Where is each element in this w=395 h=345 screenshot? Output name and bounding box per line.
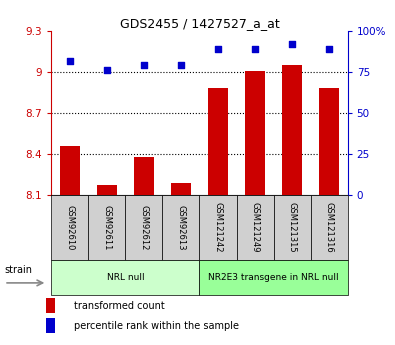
Text: strain: strain bbox=[4, 265, 32, 275]
Bar bbox=[199, 260, 348, 295]
Bar bbox=[88, 195, 126, 260]
Point bbox=[178, 63, 184, 68]
Point bbox=[141, 63, 147, 68]
Text: NR2E3 transgene in NRL null: NR2E3 transgene in NRL null bbox=[208, 273, 339, 282]
Bar bbox=[60, 146, 80, 195]
Point bbox=[67, 58, 73, 63]
Point bbox=[104, 68, 110, 73]
Bar bbox=[134, 157, 154, 195]
Bar bbox=[171, 183, 191, 195]
Text: transformed count: transformed count bbox=[74, 301, 165, 311]
Point bbox=[326, 46, 332, 52]
Title: GDS2455 / 1427527_a_at: GDS2455 / 1427527_a_at bbox=[120, 17, 279, 30]
Bar bbox=[237, 195, 274, 260]
Bar bbox=[47, 318, 55, 333]
Bar bbox=[162, 195, 199, 260]
Text: GSM92610: GSM92610 bbox=[65, 205, 74, 250]
Text: GSM121242: GSM121242 bbox=[213, 203, 222, 253]
Bar bbox=[97, 185, 117, 195]
Text: GSM92613: GSM92613 bbox=[177, 205, 186, 250]
Bar bbox=[199, 195, 237, 260]
Point bbox=[289, 41, 295, 47]
Point bbox=[252, 46, 258, 52]
Text: GSM92612: GSM92612 bbox=[139, 205, 149, 250]
Bar bbox=[319, 88, 339, 195]
Text: GSM121316: GSM121316 bbox=[325, 202, 334, 253]
Point bbox=[215, 46, 221, 52]
Bar bbox=[274, 195, 310, 260]
Bar bbox=[310, 195, 348, 260]
Bar bbox=[126, 195, 162, 260]
Text: GSM121249: GSM121249 bbox=[250, 203, 260, 253]
Bar bbox=[282, 65, 302, 195]
Text: NRL null: NRL null bbox=[107, 273, 144, 282]
Bar bbox=[51, 260, 199, 295]
Text: GSM92611: GSM92611 bbox=[102, 205, 111, 250]
Bar bbox=[51, 195, 88, 260]
Text: percentile rank within the sample: percentile rank within the sample bbox=[74, 321, 239, 331]
Text: GSM121315: GSM121315 bbox=[288, 203, 297, 253]
Bar bbox=[208, 88, 228, 195]
Bar bbox=[47, 298, 55, 313]
Bar bbox=[245, 71, 265, 195]
